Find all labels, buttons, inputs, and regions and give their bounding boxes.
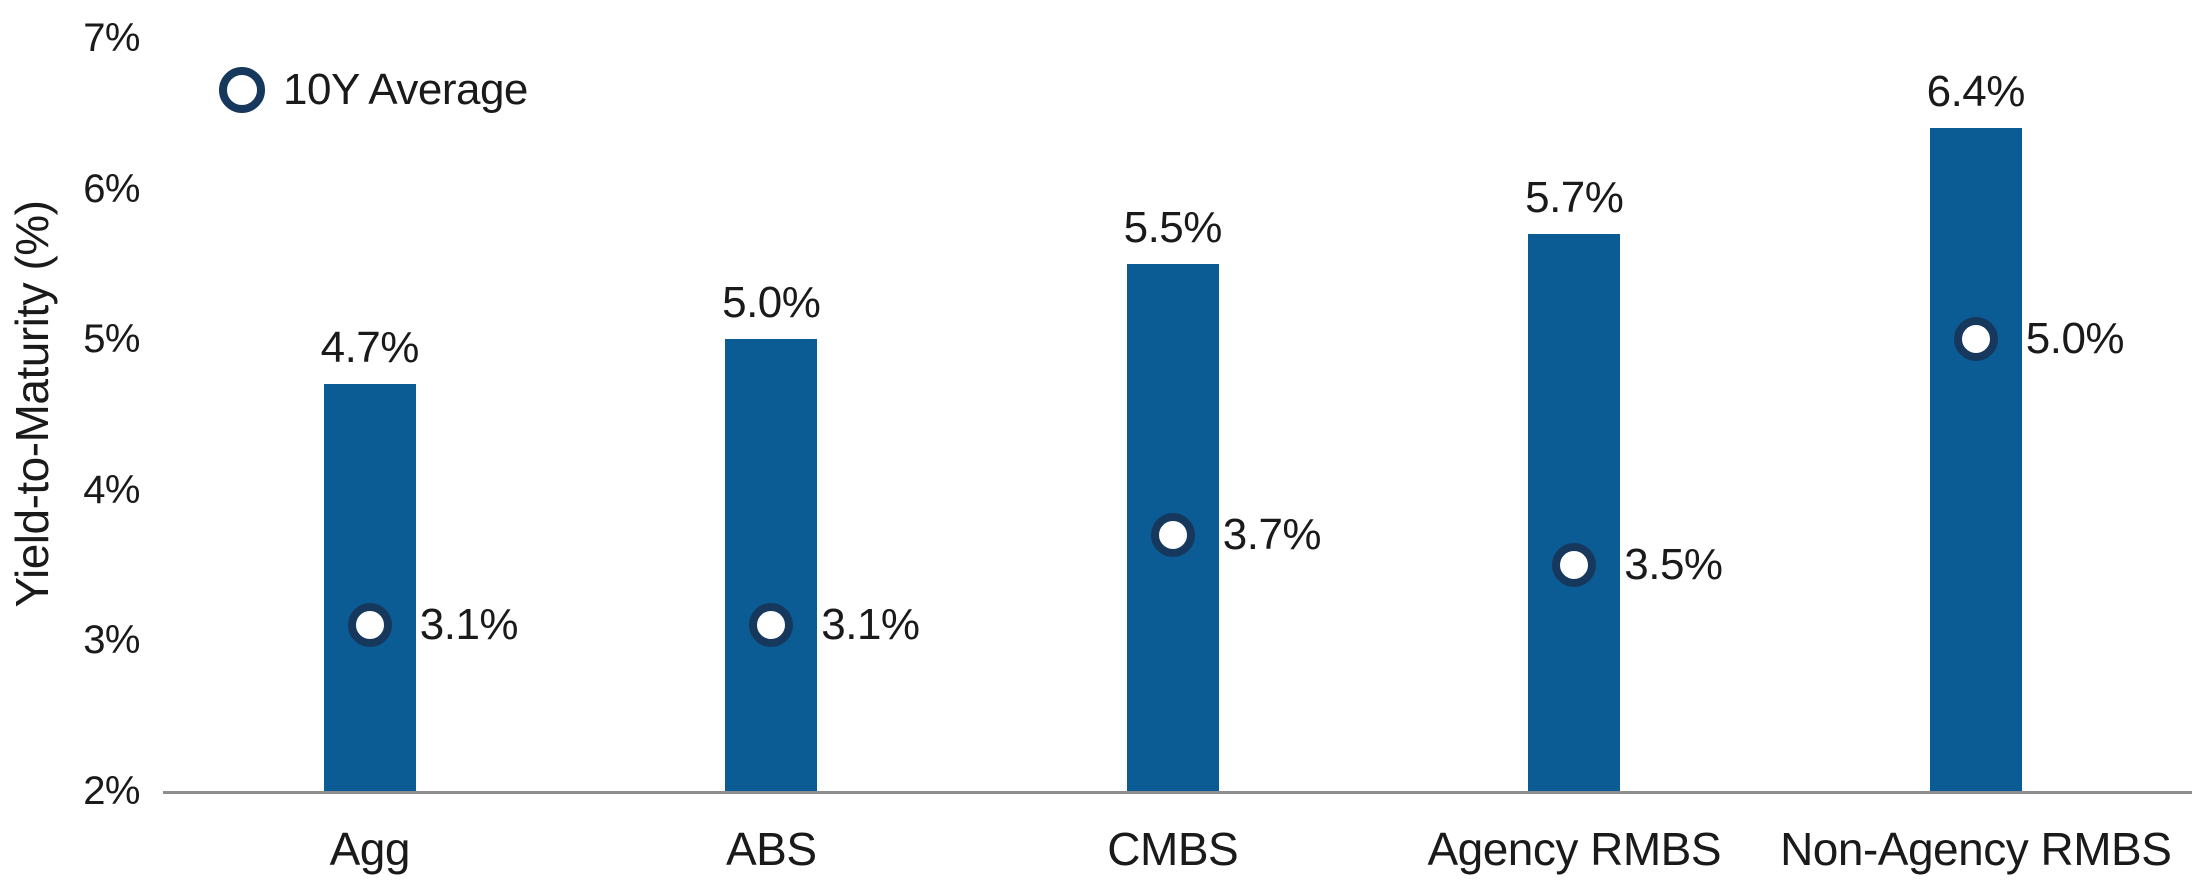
y-axis-tick-label: 3% <box>83 618 140 663</box>
average-marker <box>1552 543 1597 588</box>
x-axis-label: Non-Agency RMBS <box>1780 823 2172 875</box>
legend-label: 10Y Average <box>283 65 528 114</box>
marker-value-label: 3.5% <box>1624 540 1723 590</box>
average-marker <box>347 603 392 648</box>
x-axis-label: Agg <box>329 823 411 875</box>
marker-value-label: 3.1% <box>419 600 519 650</box>
bar <box>1929 128 2022 791</box>
average-marker <box>1150 512 1195 557</box>
x-axis-label: Agency RMBS <box>1427 823 1722 875</box>
y-axis-tick-label: 2% <box>83 769 140 813</box>
bar-value-label: 5.7% <box>1525 172 1624 222</box>
x-axis-label: CMBS <box>1107 823 1239 875</box>
marker-value-label: 3.1% <box>821 600 920 650</box>
bar-value-label: 4.7% <box>320 323 420 373</box>
x-axis-label: ABS <box>725 823 817 875</box>
y-axis-tick-label: 7% <box>83 16 140 60</box>
y-axis-tick-label: 6% <box>83 166 140 211</box>
bar-value-label: 5.5% <box>1123 202 1223 252</box>
legend: 10Y Average <box>219 64 528 116</box>
marker-value-label: 5.0% <box>2025 314 2125 364</box>
y-axis-tick-label: 4% <box>83 467 140 512</box>
y-axis-tick-label: 5% <box>83 317 140 362</box>
marker-value-label: 3.7% <box>1222 509 1322 559</box>
bar <box>1528 233 1621 791</box>
x-axis-line <box>163 791 2192 794</box>
bar <box>725 339 818 791</box>
bar-value-label: 5.0% <box>722 278 821 328</box>
average-marker <box>749 603 794 648</box>
bar <box>323 384 416 791</box>
bar-value-label: 6.4% <box>1926 67 2026 117</box>
average-marker <box>1953 317 1998 362</box>
circle-marker-icon <box>219 67 265 113</box>
